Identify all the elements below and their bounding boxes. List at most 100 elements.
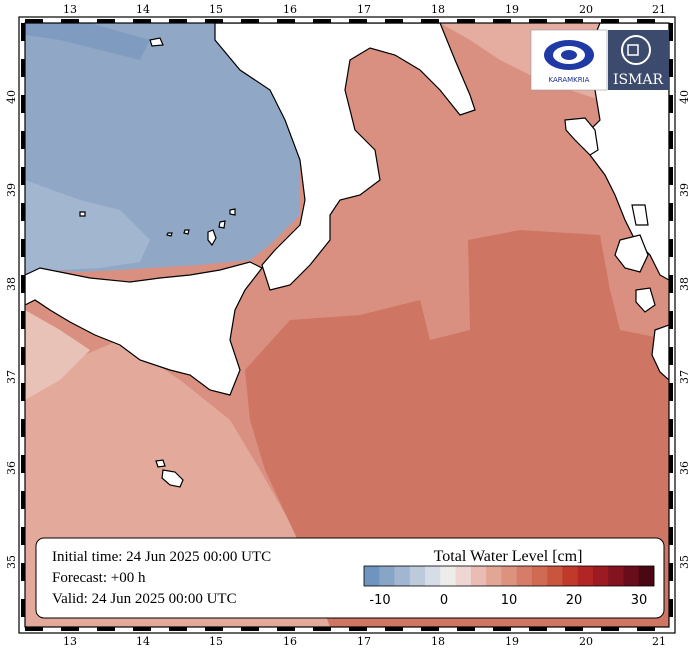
frame-segment: [669, 599, 673, 617]
latitude-labels-left: 35 36 37 38 39 40: [5, 90, 18, 569]
colorbar-swatch: [638, 566, 655, 586]
lon-label-top: 15: [209, 3, 223, 16]
frame-segment: [21, 131, 25, 149]
frame-segment: [529, 19, 547, 23]
colorbar-tick-label: 30: [631, 593, 648, 608]
frame-segment: [669, 203, 673, 221]
sicily-land: [25, 261, 263, 396]
lon-label-top: 19: [505, 3, 519, 16]
lon-label-top: 16: [283, 3, 297, 16]
peloponnese-land: [651, 324, 669, 381]
lon-label-bottom: 17: [357, 635, 371, 648]
frame-checker: [21, 19, 673, 631]
lat-label-right: 40: [678, 90, 691, 104]
colorbar-tick-label: -10: [369, 593, 390, 608]
frame-segment: [205, 19, 223, 23]
colorbar-ticks: -10 0 10 20 30: [369, 593, 647, 608]
lon-label-bottom: 14: [136, 635, 150, 648]
frame-segment: [21, 95, 25, 113]
colorbar-swatch: [425, 566, 441, 586]
colorbar-swatch: [455, 566, 472, 586]
frame-segment: [61, 627, 79, 631]
gozo-land: [155, 459, 166, 468]
frame-segment: [669, 527, 673, 545]
frame-segment: [565, 627, 583, 631]
frame-segment: [21, 491, 25, 509]
lon-label-bottom: 16: [283, 635, 297, 648]
lon-label-top: 18: [431, 3, 445, 16]
frame-segment: [669, 563, 673, 581]
frame-segment: [133, 19, 151, 23]
corfu-land: [564, 117, 599, 156]
frame-segment: [21, 419, 25, 437]
frame-segment: [421, 627, 439, 631]
frame-segment: [133, 627, 151, 631]
colorbar-swatch: [409, 566, 426, 586]
lon-label-bottom: 20: [579, 635, 593, 648]
frame-segment: [21, 311, 25, 329]
frame-segment: [565, 19, 583, 23]
frame-segment: [61, 19, 79, 23]
campania-islands: [79, 37, 164, 217]
lon-label-top: 13: [63, 3, 77, 16]
frame-segment: [669, 491, 673, 509]
colorbar-border: [363, 565, 655, 587]
lon-label-top: 20: [579, 3, 593, 16]
frame-segment: [169, 19, 187, 23]
frame-segment: [601, 627, 619, 631]
frame-segment: [21, 23, 25, 41]
lon-label-bottom: 19: [505, 635, 519, 648]
lat-label-right: 36: [678, 461, 691, 475]
frame-segment: [21, 239, 25, 257]
frame-segment: [21, 563, 25, 581]
frame-segment: [669, 383, 673, 401]
frame-segment: [97, 627, 115, 631]
latitude-labels-right: 35 36 37 38 39 40: [678, 90, 691, 569]
colorbar-swatch: [577, 566, 594, 586]
colorbar-swatch: [608, 566, 624, 586]
frame-segment: [21, 275, 25, 293]
valid-label: Valid: 24 Jun 2025 00:00 UTC: [52, 591, 237, 607]
ionian-island-3: [631, 204, 649, 226]
frame-segment: [277, 627, 295, 631]
ionian-island-1: [614, 234, 649, 273]
frame-segment: [669, 311, 673, 329]
frame-segment: [205, 627, 223, 631]
colorbar-swatch: [379, 566, 395, 586]
frame-segment: [21, 383, 25, 401]
info-legend-box: Initial time: 24 Jun 2025 00:00 UTC Fore…: [35, 537, 665, 619]
lat-label-right: 35: [678, 555, 691, 569]
lat-label-left: 40: [5, 90, 18, 104]
frame-segment: [669, 23, 673, 41]
frame-segment: [493, 19, 511, 23]
colorbar-swatch: [364, 566, 380, 586]
logo-kapanikia: KARAMKRIA: [530, 29, 608, 91]
colorbar-tick-label: 20: [566, 593, 583, 608]
frame-segment: [21, 455, 25, 473]
lat-label-left: 38: [5, 277, 18, 291]
colorbar-swatch: [470, 566, 487, 586]
colorbar-swatch: [394, 566, 411, 586]
colorbar-swatch: [562, 566, 578, 586]
frame-segment: [669, 275, 673, 293]
frame-segment: [637, 627, 655, 631]
colorbar-swatch: [501, 566, 517, 586]
frame-segment: [637, 19, 655, 23]
frame-segment: [21, 527, 25, 545]
frame-segment: [21, 599, 25, 617]
longitude-labels-top: 13 14 15 16 17 18 19 20 21: [63, 3, 666, 16]
colorbar-swatch: [531, 566, 548, 586]
frame-segment: [529, 627, 547, 631]
lon-label-top: 14: [136, 3, 150, 16]
frame-segment: [669, 239, 673, 257]
lon-label-bottom: 18: [431, 635, 445, 648]
frame-segment: [25, 19, 43, 23]
lat-label-left: 37: [5, 370, 18, 384]
frame-segment: [241, 19, 259, 23]
lat-label-left: 39: [5, 183, 18, 197]
lat-label-right: 39: [678, 183, 691, 197]
frame-segment: [385, 627, 403, 631]
forecast-label: Forecast: +00 h: [52, 570, 146, 586]
frame-segment: [349, 627, 367, 631]
